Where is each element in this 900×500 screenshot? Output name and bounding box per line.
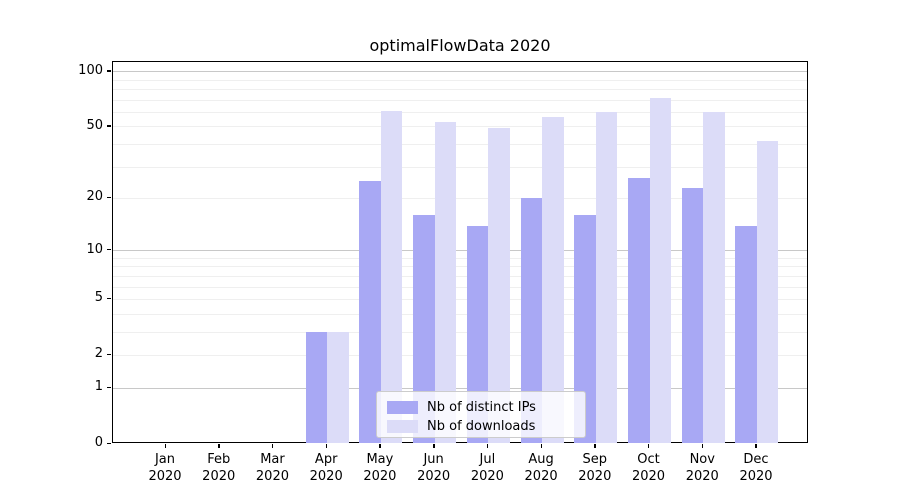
minor-gridline [113,166,807,168]
x-tick-label-apr: Apr 2020 [309,452,343,484]
x-tick-label-nov: Nov 2020 [685,452,719,484]
y-tick-label-100: 100 [78,62,103,78]
bar-jul-downloads [488,128,510,443]
bar-sep-distinct-ips [574,215,596,443]
x-tick-label-may: May 2020 [363,452,397,484]
major-gridline [113,250,807,252]
y-tick-mark [107,353,111,356]
bar-apr-downloads [327,332,349,443]
legend-label-distinct-ips: Nb of distinct IPs [427,399,536,415]
legend: Nb of distinct IPs Nb of downloads [376,391,586,438]
y-tick-mark [107,70,111,72]
x-tick-mark [755,443,757,448]
bar-jun-distinct-ips [413,215,435,443]
bar-sep-downloads [595,112,618,443]
y-tick-mark [107,125,111,127]
y-tick-label-50: 50 [86,117,103,133]
bar-may-distinct-ips [359,181,381,443]
minor-gridline [113,126,807,128]
x-tick-label-dec: Dec 2020 [739,452,773,484]
legend-label-downloads: Nb of downloads [427,418,536,434]
minor-gridline [113,89,807,91]
bar-aug-downloads [542,116,564,443]
bar-dec-downloads [756,140,779,443]
plot-area [112,61,808,443]
minor-gridline [113,331,807,333]
bar-nov-downloads [703,112,725,443]
x-tick-mark [433,443,435,448]
y-tick-label-1: 1 [94,379,103,395]
minor-gridline [113,313,807,315]
y-tick-label-2: 2 [94,346,103,362]
x-tick-label-jan: Jan 2020 [148,452,182,484]
x-tick-mark [379,443,381,448]
bar-dec-distinct-ips [735,225,757,443]
x-tick-label-jun: Jun 2020 [417,452,451,484]
y-tick-label-20: 20 [86,189,103,205]
y-tick-mark [107,442,111,444]
x-tick-mark [325,443,328,448]
x-tick-mark [271,443,274,448]
y-tick-mark [107,386,111,388]
bar-jul-distinct-ips [466,225,489,443]
legend-swatch-downloads [387,419,418,433]
y-tick-label-10: 10 [86,241,103,257]
minor-gridline [113,143,807,145]
x-tick-mark [164,443,166,448]
x-tick-label-aug: Aug 2020 [524,452,558,484]
minor-gridline [113,111,807,113]
bar-jun-downloads [434,122,457,443]
x-tick-mark [486,443,489,448]
x-tick-label-sep: Sep 2020 [578,452,612,484]
bar-may-downloads [380,111,403,443]
chart-title: optimalFlowData 2020 [369,36,551,55]
x-tick-label-jul: Jul 2020 [470,452,504,484]
minor-gridline [113,286,807,288]
bar-aug-distinct-ips [520,198,543,443]
major-gridline [113,387,807,389]
x-tick-mark [648,443,650,448]
x-tick-mark [218,443,220,448]
minor-gridline [113,354,807,356]
minor-gridline [113,298,807,300]
x-tick-mark [594,443,596,448]
legend-entry-downloads: Nb of downloads [387,418,535,434]
y-tick-label-0: 0 [94,435,103,450]
minor-gridline [113,197,807,199]
minor-gridline [113,266,807,268]
bar-nov-distinct-ips [681,187,704,443]
x-tick-label-feb: Feb 2020 [202,452,236,484]
x-tick-mark [540,443,542,448]
minor-gridline [113,99,807,101]
y-tick-mark [107,249,111,251]
x-tick-mark [701,443,704,448]
bar-apr-distinct-ips [305,332,328,443]
bar-oct-downloads [649,97,672,443]
minor-gridline [113,257,807,259]
legend-entry-distinct-ips: Nb of distinct IPs [387,399,536,415]
major-gridline [113,71,807,73]
y-tick-mark [107,297,111,300]
legend-swatch-distinct-ips [387,400,418,414]
minor-gridline [113,275,807,277]
x-tick-label-mar: Mar 2020 [255,452,289,484]
bar-oct-distinct-ips [628,178,650,443]
x-tick-label-oct: Oct 2020 [631,452,666,484]
minor-gridline [113,79,807,81]
y-tick-mark [107,196,111,199]
y-tick-label-5: 5 [94,290,103,306]
